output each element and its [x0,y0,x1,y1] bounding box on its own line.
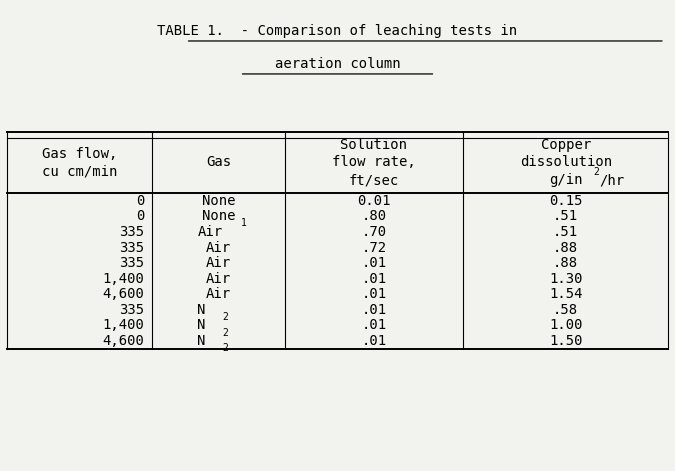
Text: TABLE 1.  - Comparison of leaching tests in: TABLE 1. - Comparison of leaching tests … [157,24,518,38]
Text: Gas: Gas [206,155,231,170]
Text: Copper: Copper [541,138,591,152]
Text: Solution: Solution [340,138,408,152]
Text: ft/sec: ft/sec [349,173,399,187]
Text: 0: 0 [136,210,144,223]
Text: 2: 2 [593,167,599,177]
Text: .01: .01 [361,256,387,270]
Text: 1,400: 1,400 [103,272,144,285]
Text: N: N [197,303,206,317]
Text: 4,600: 4,600 [103,287,144,301]
Text: None: None [202,194,235,208]
Text: .80: .80 [361,210,387,223]
Text: 1.00: 1.00 [549,318,583,332]
Text: dissolution: dissolution [520,155,612,170]
Text: 1.30: 1.30 [549,272,583,285]
Text: Air: Air [198,225,223,239]
Text: .01: .01 [361,334,387,348]
Text: .58: .58 [553,303,578,317]
Text: cu cm/min: cu cm/min [42,164,117,179]
Text: 1,400: 1,400 [103,318,144,332]
Text: g/in: g/in [549,173,583,187]
Text: 1.54: 1.54 [549,287,583,301]
Text: 0: 0 [136,194,144,208]
Text: 2: 2 [222,328,228,338]
Text: Air: Air [206,272,231,285]
Text: /hr: /hr [599,173,624,187]
Text: .88: .88 [553,241,578,254]
Text: Air: Air [206,256,231,270]
Text: 335: 335 [119,241,144,254]
Text: .01: .01 [361,272,387,285]
Text: Gas flow,: Gas flow, [42,146,117,161]
Text: .51: .51 [553,225,578,239]
Text: N: N [197,334,206,348]
Text: .01: .01 [361,318,387,332]
Text: .01: .01 [361,287,387,301]
Text: None: None [202,210,235,223]
Text: .01: .01 [361,303,387,317]
Text: Air: Air [206,241,231,254]
Text: 1: 1 [241,219,247,228]
Text: 2: 2 [222,312,228,322]
Text: 1.50: 1.50 [549,334,583,348]
Text: aeration column: aeration column [275,57,400,71]
Text: 0.01: 0.01 [357,194,391,208]
Text: .70: .70 [361,225,387,239]
Text: 2: 2 [222,343,228,353]
Text: .51: .51 [553,210,578,223]
Text: flow rate,: flow rate, [332,155,416,170]
Text: 0.15: 0.15 [549,194,583,208]
Text: 335: 335 [119,225,144,239]
Text: Air: Air [206,287,231,301]
Text: 335: 335 [119,256,144,270]
Text: 335: 335 [119,303,144,317]
Text: 4,600: 4,600 [103,334,144,348]
Text: .72: .72 [361,241,387,254]
Text: N: N [197,318,206,332]
Text: .88: .88 [553,256,578,270]
